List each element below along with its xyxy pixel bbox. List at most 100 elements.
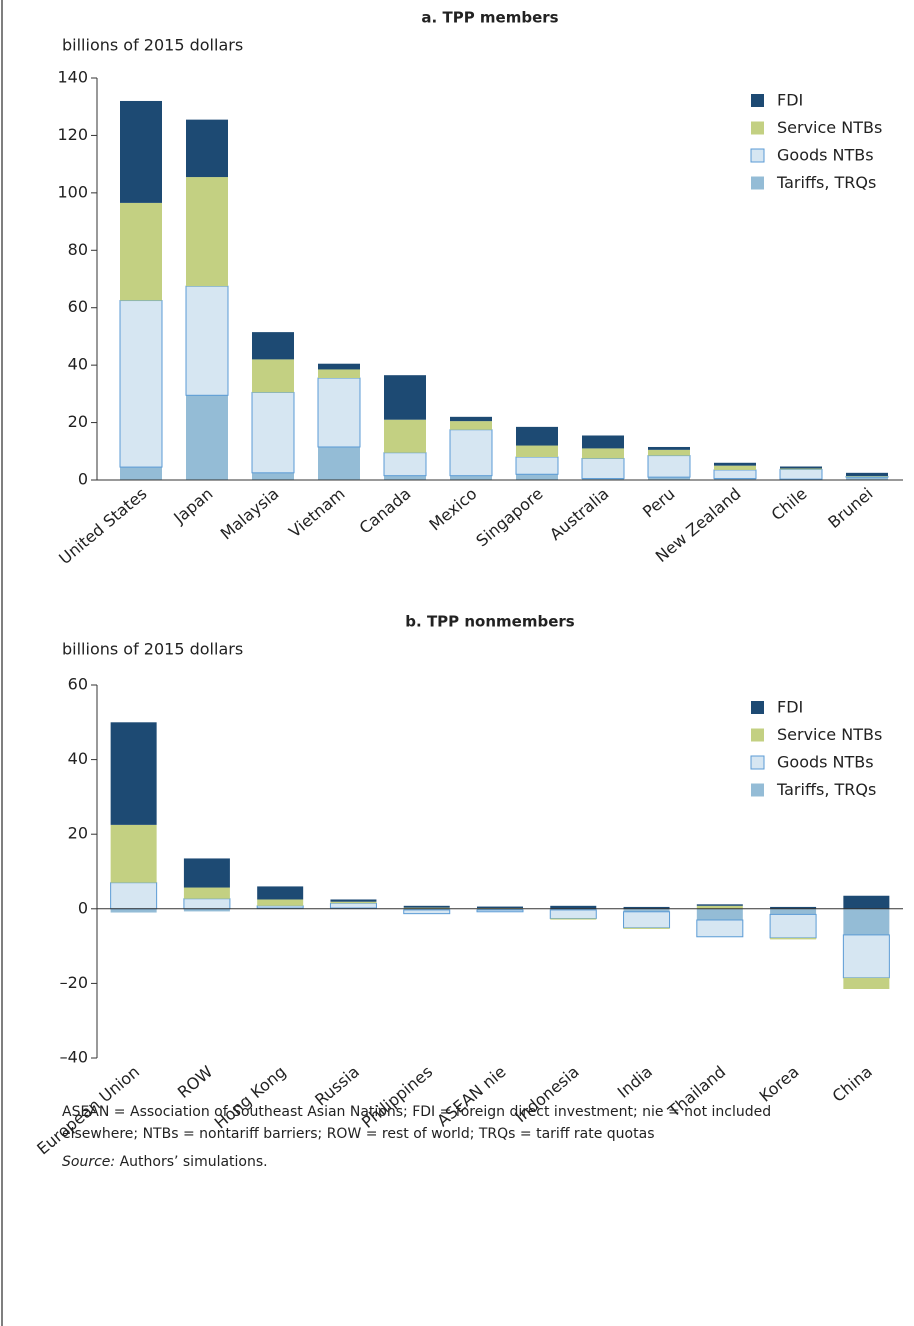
bar-segment — [449, 429, 493, 477]
bar-segment — [769, 913, 817, 939]
bar-segment — [780, 468, 822, 470]
bar-segment — [845, 476, 889, 478]
bar-segment — [623, 908, 670, 912]
x-tick-label: Canada — [356, 484, 415, 538]
source-text: Authors’ simulations. — [120, 1154, 268, 1170]
bar-segment — [582, 478, 624, 480]
bar-segment — [403, 909, 451, 915]
bar-segment — [477, 906, 523, 909]
bar-segment — [186, 177, 228, 287]
bar-segment — [318, 369, 360, 379]
bar-segment — [383, 452, 427, 477]
bar-segment — [119, 300, 163, 468]
source-label: Source: — [62, 1154, 115, 1170]
legend-swatch — [751, 176, 764, 190]
x-tick-label: ROW — [174, 1062, 217, 1102]
bar-segment — [714, 465, 756, 470]
bar-segment — [550, 908, 597, 910]
bar-segment — [846, 475, 888, 477]
y-axis-label: billions of 2015 dollars — [62, 640, 243, 659]
bar-segment — [110, 882, 158, 910]
bar-segment — [581, 457, 625, 480]
bar-segment — [843, 977, 890, 989]
bar-segment — [582, 435, 624, 449]
bar-segment — [318, 363, 360, 370]
y-tick-label: 0 — [78, 898, 88, 917]
bar-segment — [186, 395, 228, 480]
bar-segment — [770, 908, 817, 915]
bar-segment — [403, 908, 450, 910]
x-tick-label: Philippines — [358, 1062, 436, 1132]
bar-segment — [516, 445, 558, 458]
bar-segment — [384, 475, 426, 480]
bar-segment — [403, 907, 450, 909]
x-tick-label: Vietnam — [285, 484, 348, 541]
y-tick-label: 100 — [57, 182, 88, 201]
legend-swatch — [751, 94, 764, 107]
x-tick-label: Malaysia — [217, 484, 283, 543]
bar-segment — [477, 908, 523, 910]
legend-label: Tariffs, TRQs — [776, 780, 876, 799]
bar-segment — [251, 391, 295, 474]
y-tick-label: –20 — [60, 973, 88, 992]
y-tick-label: 120 — [57, 125, 88, 144]
x-tick-label: Mexico — [425, 484, 480, 534]
bar-segment — [329, 902, 377, 909]
bar-segment — [549, 909, 597, 919]
bar-segment — [623, 906, 670, 909]
x-tick-label: Singapore — [472, 484, 546, 550]
chart-title: b. TPP nonmembers — [405, 613, 575, 631]
bar-segment — [183, 858, 230, 888]
legend-swatch — [751, 728, 764, 742]
y-tick-label: 40 — [68, 749, 88, 768]
bar-segment — [110, 722, 157, 825]
bar-segment — [183, 908, 230, 912]
bar-segment — [648, 449, 690, 456]
legend-swatch — [750, 148, 765, 163]
bar-segment — [252, 332, 294, 360]
x-tick-label: Hong Kong — [211, 1062, 290, 1132]
bar-segment — [648, 477, 690, 480]
bar-segment — [843, 895, 890, 909]
x-tick-label: Japan — [169, 484, 216, 528]
bar-segment — [582, 448, 624, 459]
y-tick-label: –40 — [60, 1048, 88, 1067]
legend-label: Tariffs, TRQs — [776, 173, 876, 192]
bar-segment — [252, 359, 294, 393]
bar-segment — [714, 462, 756, 466]
x-tick-label: Australia — [546, 484, 612, 544]
bar-segment — [648, 446, 690, 450]
y-tick-label: 140 — [57, 68, 88, 87]
bar-segment — [647, 455, 691, 478]
bar-segment — [110, 908, 157, 913]
legend-label: Goods NTBs — [777, 753, 874, 772]
legend-label: FDI — [777, 698, 803, 717]
bar-segment — [713, 469, 757, 480]
x-tick-label: India — [614, 1062, 656, 1102]
bar-segment — [842, 934, 890, 979]
y-tick-label: 20 — [68, 824, 88, 843]
bar-segment — [476, 909, 524, 913]
bar-segment — [450, 475, 492, 480]
legend-swatch — [751, 783, 764, 797]
bar-segment — [120, 100, 162, 203]
legend-swatch — [751, 701, 764, 714]
bar-segment — [779, 468, 823, 480]
chart-title: a. TPP members — [421, 9, 558, 27]
bar-segment — [550, 918, 597, 920]
bar-segment — [843, 908, 890, 935]
source: Source: Authors’ simulations. — [62, 1154, 268, 1170]
y-axis-label: billions of 2015 dollars — [62, 36, 243, 55]
bar-segment — [450, 416, 492, 422]
legend-label: FDI — [777, 91, 803, 110]
y-tick-label: 20 — [68, 412, 88, 431]
bar-segment — [318, 446, 360, 480]
bar-segment — [515, 456, 559, 475]
bar-segment — [330, 901, 377, 904]
bar-segment — [550, 905, 597, 909]
bar-segment — [714, 478, 756, 480]
y-tick-label: 40 — [68, 355, 88, 374]
x-tick-label: United States — [55, 484, 150, 568]
x-tick-label: Chile — [768, 484, 811, 524]
